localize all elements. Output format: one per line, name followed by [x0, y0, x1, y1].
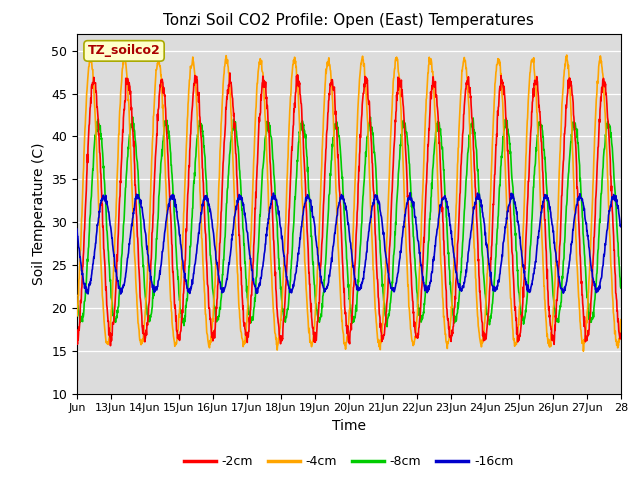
Text: TZ_soilco2: TZ_soilco2	[88, 44, 161, 58]
Legend: -2cm, -4cm, -8cm, -16cm: -2cm, -4cm, -8cm, -16cm	[179, 450, 518, 473]
Title: Tonzi Soil CO2 Profile: Open (East) Temperatures: Tonzi Soil CO2 Profile: Open (East) Temp…	[163, 13, 534, 28]
X-axis label: Time: Time	[332, 419, 366, 433]
Y-axis label: Soil Temperature (C): Soil Temperature (C)	[31, 143, 45, 285]
